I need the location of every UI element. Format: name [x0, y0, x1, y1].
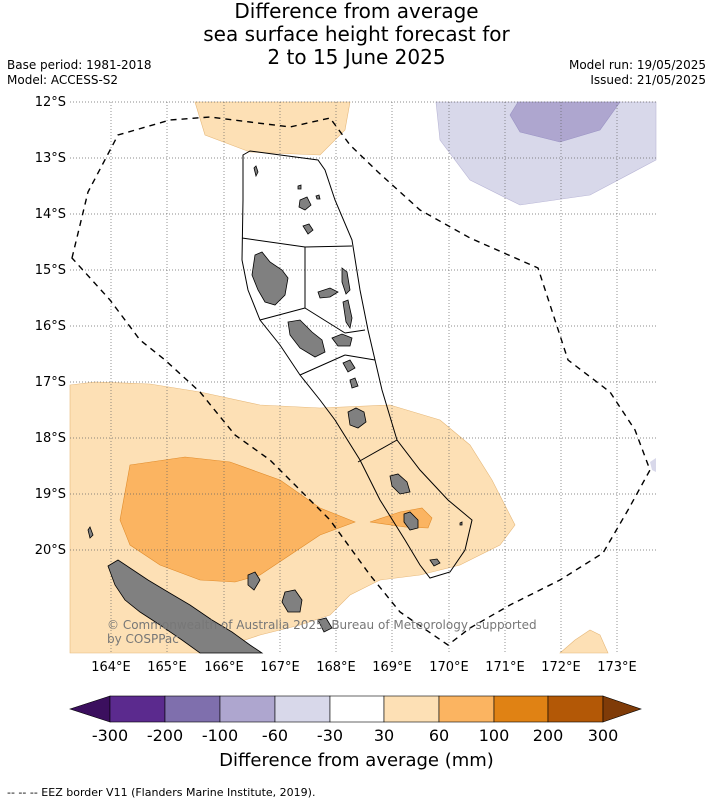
positive-anomaly-strong [119, 456, 356, 583]
lat-label: 17°S [35, 375, 66, 390]
lon-label: 167°E [260, 660, 300, 675]
longitude-labels: 164°E 165°E 166°E 167°E 168°E 169°E 170°… [91, 660, 637, 675]
base-period: Base period: 1981-2018 [7, 58, 152, 72]
lon-label: 170°E [429, 660, 469, 675]
gridlines [70, 101, 656, 653]
colorbar-segment [383, 695, 440, 723]
anomaly-contours [69, 101, 657, 654]
model-info: Base period: 1981-2018 Model: ACCESS-S2 [7, 58, 152, 88]
negative-anomaly-edge [650, 458, 656, 472]
lat-label: 13°S [35, 151, 66, 166]
colorbar-segment [164, 695, 221, 723]
island-lifou [281, 589, 303, 613]
island-santo [251, 251, 289, 306]
island-pentecost [342, 299, 353, 330]
map-title: Difference from average sea surface heig… [0, 0, 713, 69]
colorbar-segment [438, 695, 495, 723]
title-line-3: 2 to 15 June 2025 [267, 45, 446, 69]
colorbar-segment [109, 695, 166, 723]
colorbar-segment [219, 695, 276, 723]
island-small-1 [297, 184, 302, 190]
island-belep [87, 526, 94, 539]
lat-label: 15°S [35, 263, 66, 278]
copyright-line-2: by COSPPac [107, 632, 179, 646]
lon-label: 171°E [485, 660, 525, 675]
colorbar-tick: -60 [262, 726, 288, 745]
lat-label: 20°S [35, 543, 66, 558]
model-name: Model: ACCESS-S2 [7, 73, 119, 87]
island-ambrym [331, 333, 353, 347]
island-gaua [302, 223, 314, 235]
colorbar-title: Difference from average (mm) [219, 750, 494, 771]
lat-label: 16°S [35, 319, 66, 334]
lon-label: 166°E [204, 660, 244, 675]
colorbar-ticks: -300 -200 -100 -60 -30 30 60 100 200 300 [92, 726, 618, 745]
eez-border [71, 116, 651, 646]
colorbar-tick: 60 [429, 726, 449, 745]
positive-anomaly-southeast [559, 629, 609, 654]
lat-label: 18°S [35, 431, 66, 446]
island-ambae [317, 287, 339, 299]
colorbar [69, 695, 642, 723]
colorbar-segment [493, 695, 549, 723]
island-efate [347, 407, 367, 429]
lon-label: 164°E [91, 660, 131, 675]
title-line-1: Difference from average [234, 0, 479, 23]
lon-label: 172°E [541, 660, 581, 675]
island-aneityum [429, 558, 441, 567]
colorbar-segment [547, 695, 604, 723]
colorbar-segment [329, 695, 385, 723]
colorbar-tick: -300 [92, 726, 128, 745]
island-vanua-lava [298, 196, 312, 211]
positive-anomaly-north [194, 101, 351, 156]
island-small-2 [315, 194, 321, 200]
model-run: Model run: 19/05/2025 [568, 58, 706, 72]
province-boundaries [241, 150, 473, 579]
lon-label: 165°E [147, 660, 187, 675]
island-ouvea [247, 571, 261, 591]
island-new-caledonia [107, 559, 264, 654]
colorbar-tick: 300 [588, 726, 619, 745]
island-mare [317, 617, 333, 633]
island-malekula [287, 319, 326, 358]
colorbar-tick: 100 [479, 726, 510, 745]
lat-label: 19°S [35, 487, 66, 502]
eez-legend: -- -- -- EEZ border V11 (Flanders Marine… [7, 786, 316, 799]
island-torres [253, 165, 259, 178]
colorbar-min-arrow [69, 695, 111, 723]
title-line-2: sea surface height forecast for [203, 22, 510, 46]
colorbar-tick: -100 [202, 726, 238, 745]
colorbar-segment [274, 695, 331, 723]
negative-anomaly-medium [509, 101, 621, 143]
colorbar-tick: 200 [533, 726, 564, 745]
island-erromango [389, 473, 411, 495]
island-epi [349, 377, 359, 389]
lon-label: 173°E [597, 660, 637, 675]
colorbar-max-arrow [602, 695, 642, 723]
latitude-labels: 12°S 13°S 14°S 15°S 16°S 17°S 18°S 19°S … [35, 95, 66, 558]
lat-label: 12°S [35, 95, 66, 110]
lat-label: 14°S [35, 207, 66, 222]
colorbar-tick: 30 [374, 726, 394, 745]
lon-label: 168°E [316, 660, 356, 675]
colorbar-tick: -200 [147, 726, 183, 745]
colorbar-tick: -30 [317, 726, 343, 745]
island-matthew [459, 521, 463, 526]
island-maewo [341, 267, 351, 295]
island-shepherds [342, 359, 356, 373]
issued-date: Issued: 21/05/2025 [590, 73, 706, 87]
island-tanna [403, 511, 419, 531]
copyright: © Commonwealth of Australia 2025, Bureau… [107, 618, 537, 646]
copyright-line-1: © Commonwealth of Australia 2025, Bureau… [107, 618, 537, 632]
lon-label: 169°E [372, 660, 412, 675]
run-info: Model run: 19/05/2025 Issued: 21/05/2025 [569, 58, 706, 88]
islands [87, 165, 463, 654]
